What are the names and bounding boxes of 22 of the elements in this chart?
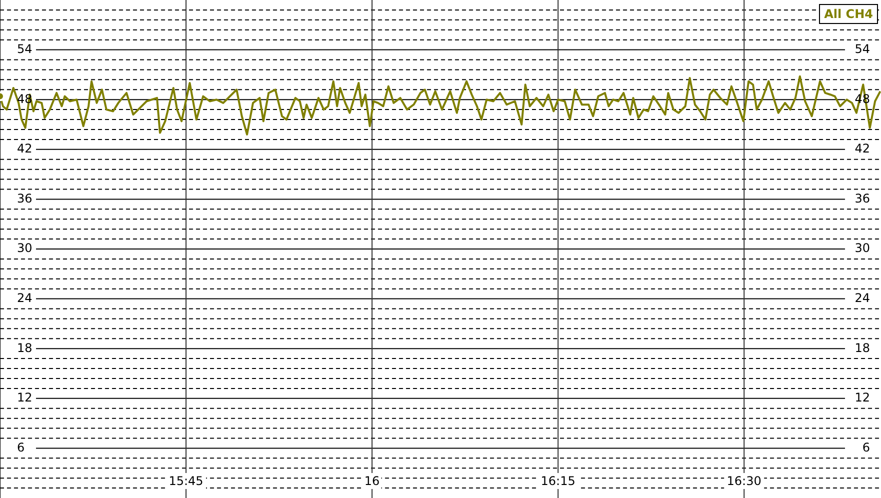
y2-tick-label: 54 (854, 42, 870, 56)
y2-tick-label: 24 (854, 291, 870, 305)
line-series (0, 75, 881, 136)
y2-tick-label: 36 (854, 191, 870, 206)
y-tick-label: 12 (17, 390, 32, 405)
y-tick-label: 6 (17, 440, 25, 454)
y-tick-label: 36 (17, 191, 32, 206)
y2-tick-label: 30 (854, 241, 870, 256)
x-tick-label: 16 (364, 474, 380, 488)
y-tick-label: 30 (17, 241, 32, 256)
x-tick-label: 16:30 (726, 474, 762, 488)
y2-tick-label: 6 (862, 440, 870, 454)
text: All CH4 (819, 4, 878, 24)
y-tick-label: 24 (17, 291, 32, 305)
y2-tick-label: 42 (854, 142, 870, 156)
y2-tick-label: 12 (854, 390, 870, 405)
x-tick-label: 16:15 (540, 474, 576, 488)
y-tick-label: 54 (17, 42, 32, 56)
y-tick-label: 42 (17, 142, 32, 156)
y2-tick-label: 18 (854, 340, 870, 355)
x-tick-label: 15:45 (168, 474, 204, 488)
y-tick-label: 18 (17, 340, 32, 355)
